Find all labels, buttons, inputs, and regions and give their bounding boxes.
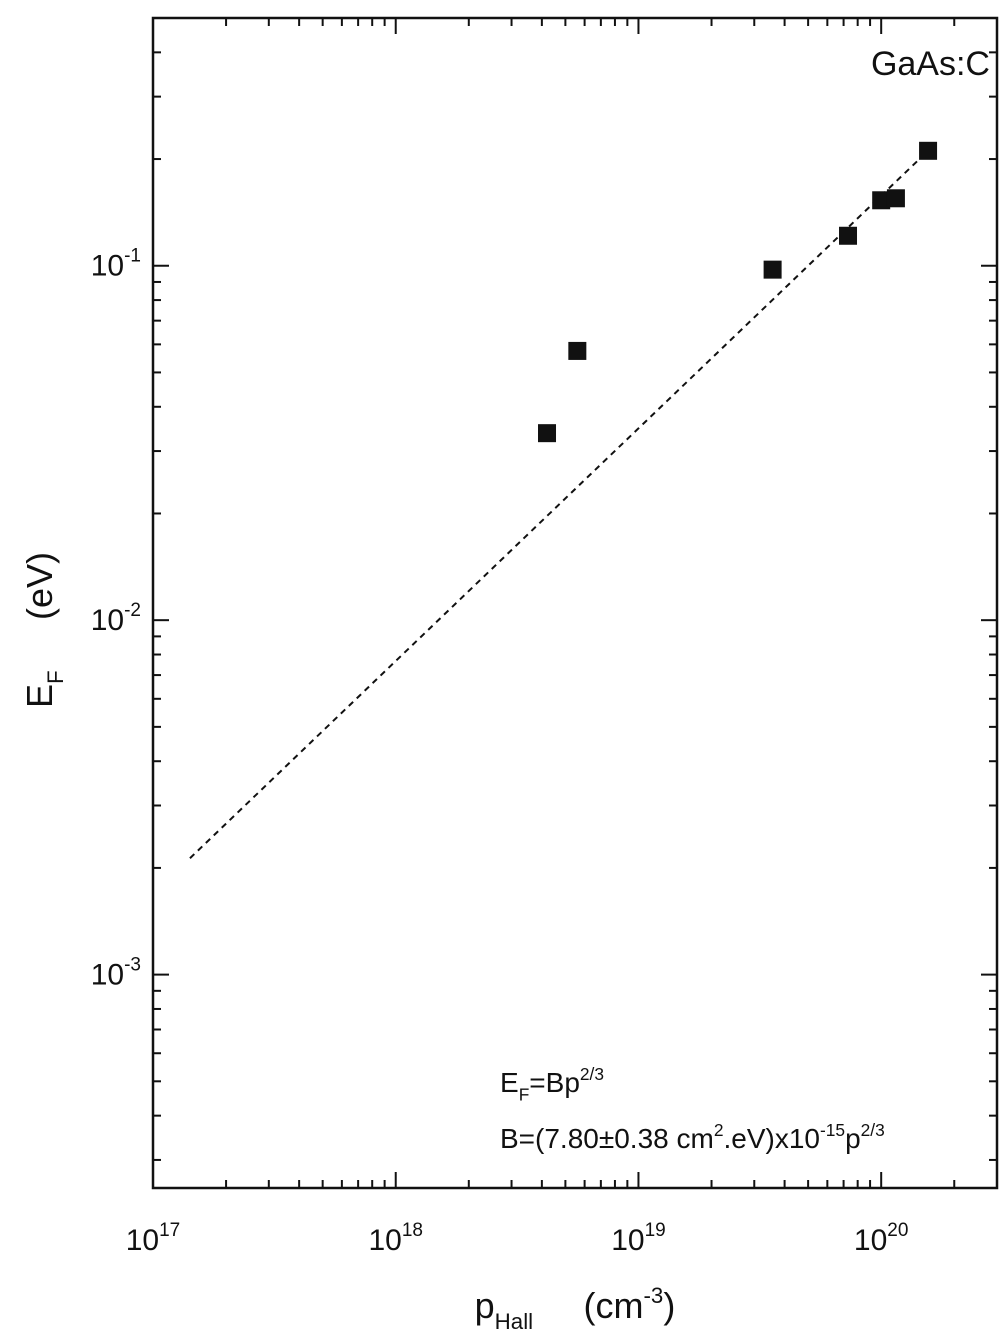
tick-base: 10 (611, 1224, 644, 1257)
text-part: F (519, 1084, 530, 1104)
text-part: 2/3 (580, 1064, 604, 1084)
data-point (872, 191, 891, 210)
annotation-sample: GaAs:C (871, 45, 990, 83)
data-point (886, 189, 905, 208)
annotation-coefficient: B=(7.80±0.38 cm2.eV)x10-15p2/3 (500, 1120, 885, 1154)
data-point (538, 424, 557, 443)
x-tick-label: 1018 (368, 1220, 423, 1257)
text-part: E (19, 684, 60, 708)
text-part: Hall (495, 1309, 533, 1333)
data-point (763, 260, 782, 279)
tick-base: 10 (91, 604, 124, 637)
tick-base: 10 (126, 1224, 159, 1257)
fit-line (189, 150, 929, 859)
text-part: =Bp (529, 1067, 580, 1098)
text-part: p (845, 1123, 861, 1154)
text-part: GaAs:C (871, 45, 990, 83)
data-point (568, 341, 587, 360)
text-part: 2/3 (861, 1120, 885, 1140)
x-tick-label: 1019 (611, 1220, 666, 1257)
x-tick-label: 1017 (126, 1220, 181, 1257)
text-part: (cm (584, 1285, 644, 1326)
tick-base: 10 (91, 250, 124, 283)
tick-exp: 20 (887, 1220, 908, 1241)
tick-exp: -3 (124, 955, 141, 976)
y-tick-label: 10-2 (91, 600, 141, 637)
annotation-equation: EF=Bp2/3 (500, 1064, 604, 1104)
tick-base: 10 (854, 1224, 887, 1257)
tick-exp: 18 (402, 1220, 423, 1241)
text-part: (eV) (19, 552, 60, 620)
text-part: 2 (714, 1120, 724, 1140)
y-tick-label: 10-1 (91, 246, 141, 283)
data-point (839, 226, 858, 245)
plot-frame (151, 16, 999, 1190)
tick-exp: -1 (124, 246, 141, 267)
text-part: E (500, 1067, 519, 1098)
text-part: p (475, 1285, 495, 1326)
text-part: .eV)x10 (723, 1123, 820, 1154)
data-point (919, 141, 938, 160)
tick-base: 10 (368, 1224, 401, 1257)
tick-base: 10 (91, 959, 124, 992)
text-part: B=(7.80±0.38 cm (500, 1123, 714, 1154)
y-axis-label: EF (eV) (19, 552, 68, 708)
y-tick-label: 10-3 (91, 955, 141, 992)
tick-exp: 19 (645, 1220, 666, 1241)
tick-exp: -2 (124, 600, 141, 621)
text-part: F (43, 670, 68, 684)
x-axis-label: pHall (cm-3) (475, 1283, 676, 1333)
tick-exp: 17 (159, 1220, 180, 1241)
text-part: ) (663, 1285, 675, 1326)
text-part: -15 (820, 1120, 845, 1140)
text-part: -3 (644, 1283, 664, 1308)
x-tick-label: 1020 (854, 1220, 909, 1257)
